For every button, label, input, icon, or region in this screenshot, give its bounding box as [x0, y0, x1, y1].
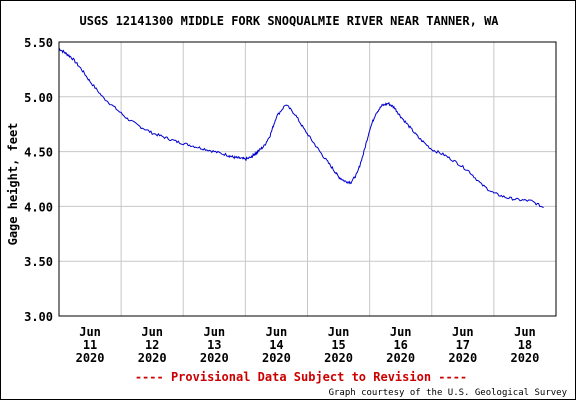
- gage-height-series-line: [58, 48, 544, 208]
- x-tick-label: 18: [518, 338, 532, 352]
- x-tick-label: Jun: [79, 325, 101, 339]
- x-tick-label: Jun: [203, 325, 225, 339]
- x-tick-label: Jun: [328, 325, 350, 339]
- x-tick-label: 2020: [262, 351, 291, 365]
- x-tick-label: 11: [83, 338, 97, 352]
- y-axis-label: Gage height, feet: [6, 123, 20, 246]
- x-tick-label: 15: [331, 338, 345, 352]
- x-tick-label: Jun: [452, 325, 474, 339]
- x-tick-label: Jun: [390, 325, 412, 339]
- x-tick-label: Jun: [514, 325, 536, 339]
- x-tick-label: 2020: [324, 351, 353, 365]
- y-tick-label: 4.50: [24, 146, 53, 160]
- y-axis-ticks: 3.00 3.50 4.00 4.50 5.00 5.50: [24, 36, 53, 324]
- provisional-notice: ---- Provisional Data Subject to Revisio…: [135, 370, 467, 384]
- x-axis-ticks: Jun112020Jun122020Jun132020Jun142020Jun1…: [76, 325, 540, 365]
- y-tick-label: 5.50: [24, 36, 53, 50]
- y-tick-label: 4.00: [24, 200, 53, 214]
- x-tick-label: 2020: [200, 351, 229, 365]
- plot-area-border: [58, 41, 557, 317]
- x-tick-label: 16: [393, 338, 407, 352]
- y-tick-label: 5.00: [24, 91, 53, 105]
- usgs-credit: Graph courtesy of the U.S. Geological Su…: [329, 388, 568, 398]
- x-tick-label: 17: [456, 338, 470, 352]
- x-tick-label: Jun: [141, 325, 163, 339]
- y-tick-label: 3.50: [24, 255, 53, 269]
- chart-title: USGS 12141300 MIDDLE FORK SNOQUALMIE RIV…: [79, 14, 499, 28]
- x-tick-label: 14: [269, 338, 283, 352]
- x-tick-label: 12: [145, 338, 159, 352]
- x-tick-label: 13: [207, 338, 221, 352]
- y-tick-label: 3.00: [24, 310, 53, 324]
- x-tick-label: 2020: [386, 351, 415, 365]
- x-tick-label: Jun: [266, 325, 288, 339]
- x-tick-label: 2020: [138, 351, 167, 365]
- grid-lines: [59, 41, 556, 317]
- x-tick-label: 2020: [76, 351, 105, 365]
- x-tick-label: 2020: [510, 351, 539, 365]
- x-tick-label: 2020: [448, 351, 477, 365]
